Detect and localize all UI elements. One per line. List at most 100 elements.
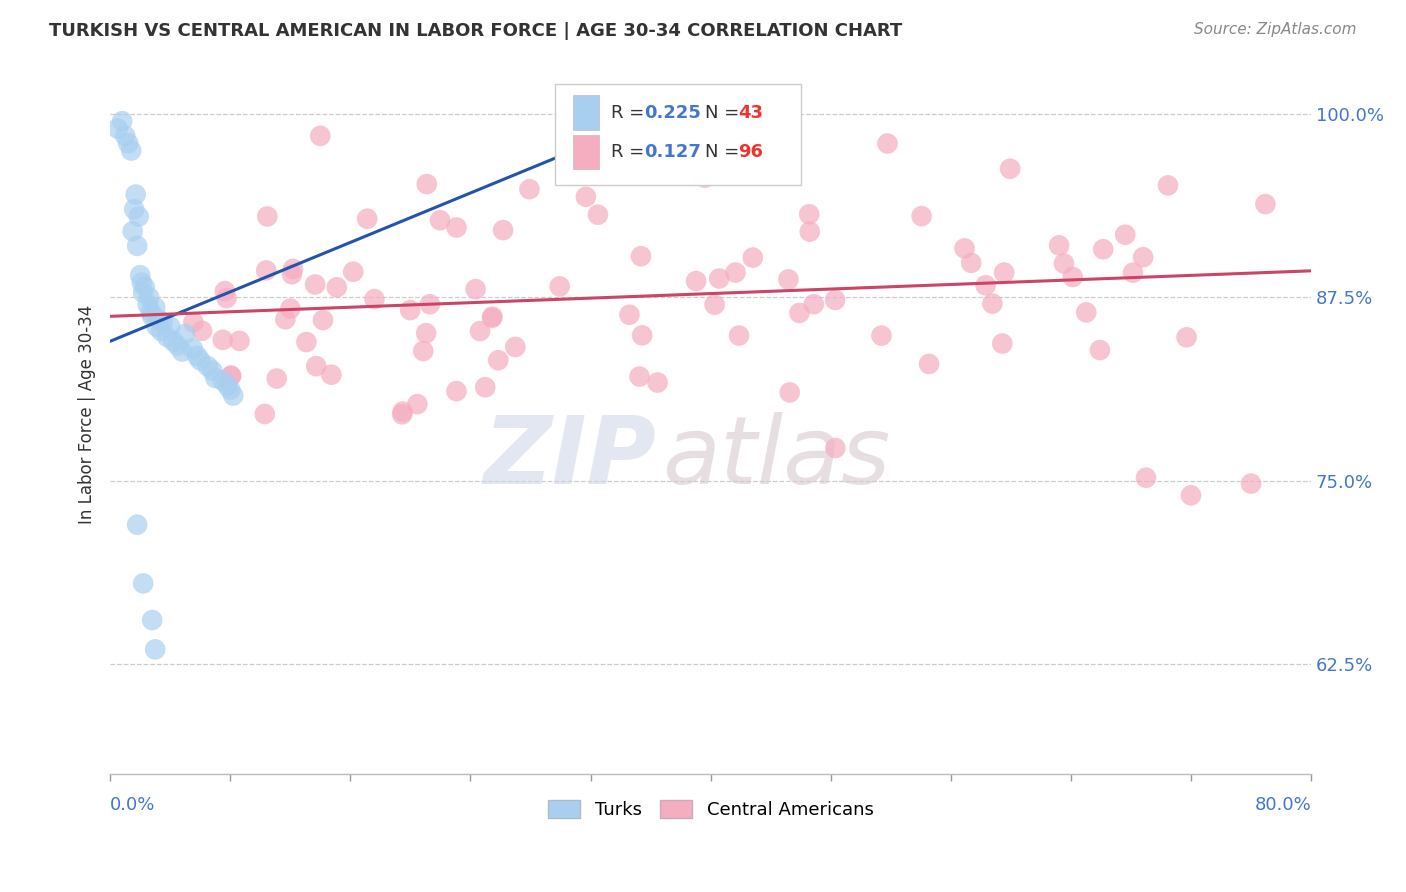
- Legend: Turks, Central Americans: Turks, Central Americans: [540, 792, 880, 826]
- Point: [693, 170, 716, 185]
- Point: [1132, 250, 1154, 264]
- Point: [391, 404, 413, 418]
- FancyBboxPatch shape: [572, 95, 599, 130]
- Point: [960, 256, 983, 270]
- Point: [122, 202, 145, 217]
- Text: 43: 43: [738, 103, 763, 121]
- Point: [998, 161, 1021, 176]
- Point: [256, 210, 278, 224]
- Point: [486, 353, 509, 368]
- Text: TURKISH VS CENTRAL AMERICAN IN LABOR FORCE | AGE 30-34 CORRELATION CHART: TURKISH VS CENTRAL AMERICAN IN LABOR FOR…: [49, 22, 903, 40]
- Point: [631, 328, 654, 343]
- Point: [107, 121, 129, 136]
- Point: [1254, 197, 1277, 211]
- Point: [215, 291, 238, 305]
- Point: [111, 114, 134, 128]
- Point: [991, 336, 1014, 351]
- Point: [548, 279, 571, 293]
- Point: [474, 380, 496, 394]
- Point: [910, 209, 932, 223]
- Point: [824, 293, 846, 307]
- Point: [174, 326, 197, 341]
- Point: [211, 333, 233, 347]
- Point: [415, 326, 437, 340]
- Text: Source: ZipAtlas.com: Source: ZipAtlas.com: [1194, 22, 1357, 37]
- Point: [305, 359, 328, 373]
- Point: [127, 517, 149, 532]
- Point: [342, 265, 364, 279]
- Text: 0.127: 0.127: [644, 144, 702, 161]
- Y-axis label: In Labor Force | Age 30-34: In Labor Force | Age 30-34: [79, 305, 96, 524]
- Point: [468, 324, 491, 338]
- Text: 96: 96: [738, 144, 763, 161]
- Point: [647, 376, 669, 390]
- Point: [214, 284, 236, 298]
- Point: [446, 220, 468, 235]
- Point: [419, 297, 441, 311]
- Point: [127, 239, 149, 253]
- Point: [159, 319, 181, 334]
- Point: [150, 324, 173, 338]
- Point: [254, 263, 277, 277]
- Point: [132, 576, 155, 591]
- Point: [799, 225, 821, 239]
- Point: [391, 408, 413, 422]
- Point: [803, 297, 825, 311]
- FancyBboxPatch shape: [554, 84, 800, 185]
- Point: [141, 613, 163, 627]
- Point: [492, 223, 515, 237]
- Point: [429, 213, 451, 227]
- Point: [1088, 343, 1111, 357]
- Point: [464, 282, 486, 296]
- Point: [121, 224, 143, 238]
- Text: atlas: atlas: [662, 412, 891, 503]
- Point: [1240, 476, 1263, 491]
- Point: [321, 368, 343, 382]
- Point: [278, 301, 301, 316]
- Point: [870, 328, 893, 343]
- Point: [630, 249, 652, 263]
- Point: [183, 315, 205, 329]
- Point: [1175, 330, 1198, 344]
- Point: [138, 290, 160, 304]
- Text: R =: R =: [612, 144, 650, 161]
- Point: [519, 182, 541, 196]
- Point: [186, 349, 208, 363]
- Point: [416, 177, 439, 191]
- Point: [741, 251, 763, 265]
- Point: [172, 344, 194, 359]
- Point: [724, 266, 747, 280]
- Point: [685, 274, 707, 288]
- Point: [669, 110, 692, 124]
- Text: N =: N =: [704, 103, 745, 121]
- Point: [219, 368, 242, 383]
- Point: [993, 266, 1015, 280]
- Point: [219, 369, 242, 384]
- Point: [132, 285, 155, 300]
- Point: [446, 384, 468, 399]
- Point: [1053, 256, 1076, 270]
- Point: [312, 313, 335, 327]
- Point: [222, 388, 245, 402]
- Point: [778, 272, 800, 286]
- Point: [412, 344, 434, 359]
- Point: [139, 305, 162, 319]
- Point: [117, 136, 139, 151]
- Point: [1092, 242, 1115, 256]
- Point: [166, 339, 188, 353]
- Point: [399, 303, 422, 318]
- Text: 80.0%: 80.0%: [1254, 797, 1312, 814]
- Point: [217, 378, 239, 392]
- Point: [1122, 266, 1144, 280]
- Point: [505, 340, 527, 354]
- Point: [824, 441, 846, 455]
- Point: [145, 319, 167, 334]
- Point: [125, 187, 148, 202]
- Point: [779, 385, 801, 400]
- Point: [363, 292, 385, 306]
- Point: [266, 371, 288, 385]
- Point: [191, 324, 214, 338]
- Point: [1135, 471, 1157, 485]
- Point: [709, 271, 731, 285]
- Point: [197, 359, 219, 374]
